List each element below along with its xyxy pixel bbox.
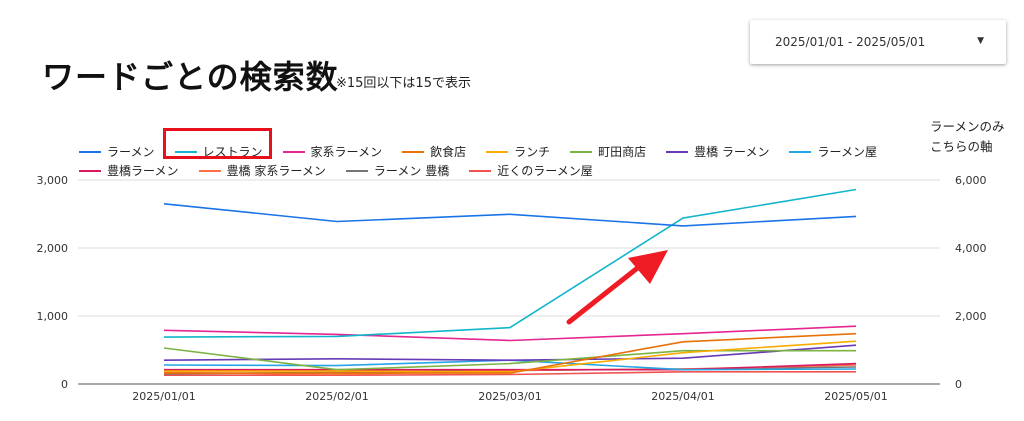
series-line: [163, 203, 857, 227]
legend-item[interactable]: ラーメン屋: [789, 143, 877, 160]
series-line: [164, 340, 857, 373]
legend-label: レストラン: [202, 145, 263, 159]
legend-label: 町田商店: [598, 145, 647, 159]
legend-swatch: [79, 150, 101, 153]
legend-swatch: [402, 150, 425, 153]
y2-tick-label: 0: [955, 378, 962, 391]
legend-item[interactable]: レストラン: [174, 143, 263, 160]
legend-label: 近くのラーメン屋: [497, 164, 593, 178]
legend-label: 飲食店: [430, 145, 467, 159]
legend-row: 豊橋ラーメン 豊橋 家系ラーメン ラーメン 豊橋 近くのラーメン屋: [79, 161, 939, 180]
date-range-selector[interactable]: 2025/01/01 - 2025/05/01 ▼: [750, 20, 1006, 64]
legend-row: ラーメン レストラン 家系ラーメン 飲食店 ランチ 町田商店 豊橋 ラーメン ラーメン屋: [79, 142, 939, 161]
right-axis-note-line-2: こちらの軸: [930, 139, 993, 154]
x-tick-label: 2025/02/01: [305, 390, 368, 403]
y2-tick-label: 4,000: [955, 242, 987, 255]
y2-tick-label: 6,000: [955, 174, 987, 187]
series-line: [164, 362, 857, 371]
legend-label: 豊橋ラーメン: [107, 164, 179, 178]
legend-item[interactable]: ラーメン 豊橋: [345, 162, 450, 179]
series-line: [164, 370, 856, 377]
legend-item[interactable]: 豊橋 ラーメン: [666, 143, 769, 160]
y-tick-label: 2,000: [37, 242, 69, 255]
legend-item[interactable]: 近くのラーメン屋: [469, 162, 593, 179]
series-line: [163, 325, 857, 342]
legend-item[interactable]: ランチ: [486, 143, 550, 160]
y-tick-label: 1,000: [37, 310, 69, 323]
legend-swatch: [570, 150, 593, 153]
x-tick-label: 2025/01/01: [132, 390, 195, 403]
y2-tick-label: 2,000: [955, 310, 987, 323]
y-tick-label: 3,000: [37, 174, 69, 187]
legend-label: ランチ: [514, 145, 551, 159]
page-title: ワードごとの検索数: [42, 58, 339, 96]
x-tick-label: 2025/03/01: [478, 390, 541, 403]
x-tick-label: 2025/04/01: [651, 390, 714, 403]
series-line: [163, 188, 857, 338]
legend-swatch: [666, 150, 689, 153]
page-subtitle: ※15回以下は15で表示: [336, 76, 471, 91]
legend-label: 家系ラーメン: [310, 145, 383, 159]
legend-swatch: [174, 150, 197, 153]
caret-down-icon[interactable]: ▼: [977, 36, 984, 46]
right-axis-note-line-1: ラーメンのみ: [930, 119, 1005, 134]
right-axis-note: ラーメンのみ こちらの軸: [930, 117, 1005, 157]
legend-item[interactable]: 町田商店: [570, 143, 646, 160]
legend-label: ラーメン 豊橋: [373, 164, 450, 178]
series-line: [164, 332, 857, 374]
legend-swatch: [79, 169, 101, 172]
legend-swatch: [469, 169, 492, 172]
legend-item[interactable]: 飲食店: [402, 143, 466, 160]
x-tick-label: 2025/05/01: [824, 390, 887, 403]
legend-label: 豊橋 ラーメン: [694, 145, 770, 159]
legend-item[interactable]: ラーメン: [79, 143, 155, 160]
legend-label: ラーメン屋: [817, 145, 877, 159]
legend-item[interactable]: 豊橋ラーメン: [79, 162, 179, 179]
series-line: [163, 344, 857, 362]
legend-swatch: [345, 169, 368, 172]
date-range-label: 2025/01/01 - 2025/05/01: [775, 35, 926, 49]
legend-swatch: [789, 150, 812, 153]
legend-swatch: [198, 169, 221, 172]
legend-swatch: [486, 150, 509, 153]
legend-item[interactable]: 家系ラーメン: [282, 143, 383, 160]
arrow-icon: [566, 250, 668, 325]
chart-legend: ラーメン レストラン 家系ラーメン 飲食店 ランチ 町田商店 豊橋 ラーメン ラーメン屋 豊橋…: [79, 142, 939, 180]
legend-label: 豊橋 家系ラーメン: [226, 164, 326, 178]
legend-item[interactable]: 豊橋 家系ラーメン: [198, 162, 326, 179]
legend-highlight-box: [163, 128, 272, 159]
series-line: [163, 347, 856, 371]
legend-swatch: [282, 150, 305, 153]
legend-label: ラーメン: [107, 145, 155, 159]
y-tick-label: 0: [61, 378, 68, 391]
